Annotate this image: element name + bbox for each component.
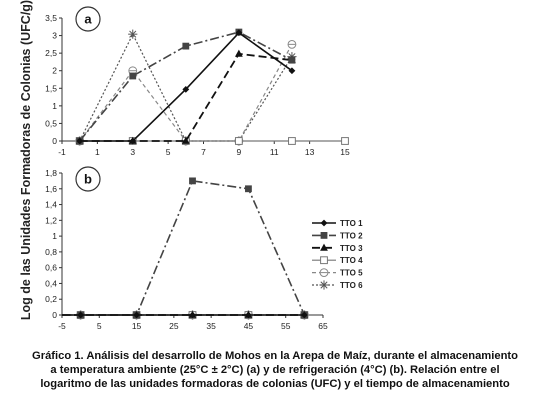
legend-item-4: TTO 4 <box>312 256 363 265</box>
x-tick-label: 55 <box>281 321 291 331</box>
x-tick-label: 3 <box>130 147 135 157</box>
x-tick-label: 13 <box>305 147 315 157</box>
x-tick-label: 1 <box>95 147 100 157</box>
series-3 <box>75 49 296 144</box>
legend-marker <box>320 232 328 239</box>
data-point <box>300 311 308 319</box>
series-2 <box>62 177 308 319</box>
data-point <box>287 39 297 49</box>
data-point <box>288 56 296 64</box>
data-point <box>234 49 243 57</box>
chart-panel-b: 0 0,2 0,4 0,6 0,8 1 1,2 1,4 1,6 1,8 -5 5 15 25 35 45 55 6… <box>45 166 328 331</box>
data-point <box>182 85 190 93</box>
data-point <box>245 311 252 319</box>
data-point <box>129 72 137 80</box>
data-point <box>245 185 252 193</box>
legend-item-3: TTO 3 <box>312 243 363 253</box>
panel-label: a <box>75 6 101 32</box>
x-tick-label: 15 <box>132 321 142 331</box>
x-tick-label: 11 <box>270 147 279 157</box>
figure-caption: Gráfico 1. Análisis del desarrollo de Mo… <box>0 349 550 391</box>
y-tick-label: 0,6 <box>45 263 57 273</box>
y-tick-label: 2 <box>52 66 57 76</box>
legend-label: TTO 4 <box>340 256 363 265</box>
x-tick-label: 25 <box>169 321 179 331</box>
y-tick-label: 1 <box>52 231 57 241</box>
y-tick-label: 0 <box>52 136 57 146</box>
data-point <box>133 311 140 319</box>
data-point <box>182 42 190 50</box>
x-tick-label: 45 <box>244 321 254 331</box>
data-point <box>288 67 296 75</box>
legend-label: TTO 6 <box>340 281 363 290</box>
data-point <box>235 29 243 37</box>
legend-marker <box>320 256 328 265</box>
legend-marker <box>319 268 329 278</box>
y-tick-label: 1,5 <box>45 83 57 93</box>
legend-label: TTO 3 <box>340 244 363 253</box>
legend-item-5: TTO 5 <box>312 268 363 278</box>
legend-label: TTO 5 <box>340 269 363 278</box>
series-line-6 <box>79 32 293 142</box>
legend-marker <box>319 280 329 290</box>
x-tick-label: 15 <box>340 147 350 157</box>
y-tick-label: 1,4 <box>45 200 57 210</box>
chart-panel-a: 00,511,522,533,5-1 1 3 5 7 9 11 13 15a <box>45 6 350 157</box>
x-tick-label: 65 <box>318 321 328 331</box>
x-tick-label: -5 <box>58 321 66 331</box>
data-point <box>288 137 296 145</box>
legend-marker-stroke-3 <box>320 281 328 289</box>
legend-item-6: TTO 6 <box>312 280 363 290</box>
data-point <box>189 311 196 319</box>
caption-line-2: a temperatura ambiente (25°C ± 2°C) (a) … <box>50 364 500 376</box>
legend-marker <box>320 243 328 251</box>
panel-label-text: b <box>84 172 92 187</box>
panel-label-text: a <box>84 12 92 27</box>
x-tick-label: 5 <box>97 321 102 331</box>
x-tick-label: -1 <box>58 147 66 157</box>
y-tick-label: 1,2 <box>45 215 57 225</box>
data-point-stroke-3 <box>129 30 137 38</box>
data-point <box>129 137 137 145</box>
legend-label: TTO 2 <box>340 231 363 240</box>
caption-line-3: logaritmo de las unidades formadoras de … <box>40 378 510 390</box>
y-tick-label: 0,4 <box>45 278 57 288</box>
y-tick-label: 0,2 <box>45 294 57 304</box>
y-tick-label: 3 <box>52 31 57 41</box>
legend-marker <box>320 219 328 227</box>
panel-label: b <box>75 166 101 192</box>
y-tick-label: 1,6 <box>45 184 57 194</box>
panel-label-circle <box>75 166 101 192</box>
caption-line-1: Gráfico 1. Análisis del desarrollo de Mo… <box>32 350 518 362</box>
x-tick-label: 7 <box>201 147 206 157</box>
x-tick-label: 35 <box>206 321 216 331</box>
data-point <box>234 137 243 145</box>
y-tick-label: 1,8 <box>45 168 57 178</box>
y-tick-label: 2,5 <box>45 48 57 58</box>
panel-label-circle <box>75 6 101 32</box>
y-tick-label: 3,5 <box>45 13 57 23</box>
figure: 00,511,522,533,5-1 1 3 5 7 9 11 13 15a 00,20,40,… <box>19 0 363 331</box>
legend-item-1: TTO 1 <box>312 219 363 228</box>
y-tick-label: 1 <box>52 101 57 111</box>
y-axis-label: Log de las Unidades Formadoras de Coloni… <box>19 0 33 320</box>
legend: TTO 1 TTO 2 TTO 3 TTO 4 TTO 5 TTO 6 <box>312 219 363 290</box>
data-point <box>189 177 196 185</box>
y-tick-label: 0,8 <box>45 247 57 257</box>
series-line-3 <box>79 52 293 142</box>
x-tick-label: 5 <box>166 147 171 157</box>
y-tick-label: 0,5 <box>45 118 57 128</box>
data-point <box>77 311 85 319</box>
data-point <box>128 29 138 39</box>
data-point <box>341 137 349 145</box>
legend-label: TTO 1 <box>340 219 363 228</box>
y-tick-label: 0 <box>52 310 57 320</box>
x-tick-label: 9 <box>237 147 242 157</box>
series-1 <box>62 311 308 319</box>
data-point <box>181 136 190 144</box>
series-line-2 <box>62 180 306 316</box>
series-1 <box>76 29 296 145</box>
data-point <box>76 137 84 145</box>
legend-item-2: TTO 2 <box>312 231 363 240</box>
